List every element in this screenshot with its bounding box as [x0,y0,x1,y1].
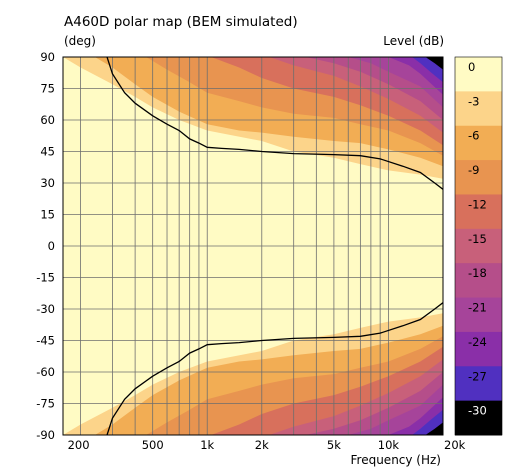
colorbar-swatch [455,160,502,195]
y-tick-label: -75 [36,397,55,411]
colorbar-swatch [455,194,502,230]
y-tick-label: -90 [36,428,55,442]
colorbar-swatch [455,228,502,264]
heatmap-band-top-30db [425,57,443,70]
colorbar-swatch [455,331,502,367]
colorbar-label: 0 [468,60,475,74]
y-tick-label: 60 [40,113,55,127]
x-tick-label: 10k [378,438,400,452]
x-axis-label: Frequency (Hz) [351,453,442,467]
x-tick-label: 2k [255,438,269,452]
y-tick-label: 90 [40,50,55,64]
y-axis-label: (deg) [64,34,96,48]
x-tick-label: 200 [68,438,90,452]
colorbar-label: -6 [468,129,479,143]
colorbar-label: -12 [468,197,487,211]
y-tick-label: 75 [40,82,55,96]
colorbar-title: Level (dB) [383,34,444,48]
colorbar-swatch [455,400,502,436]
y-tick-label: 30 [40,176,55,190]
colorbar-frame [454,56,503,436]
y-tick-label: -60 [36,365,55,379]
colorbar-swatch [455,297,502,333]
y-tick-label: -30 [36,302,55,316]
y-tick-label: 15 [40,208,55,222]
x-tick-label: 5k [327,438,341,452]
colorbar-label: -3 [468,94,479,108]
y-tick-label: -45 [36,334,55,348]
colorbar-swatch [455,57,502,92]
plot-frame [62,56,444,436]
colorbar-swatch [455,125,502,161]
colorbar-label: -21 [468,301,487,315]
colorbar-swatch [455,263,502,299]
contour-line-bottom [106,302,443,435]
colorbar-swatch [455,91,502,127]
colorbar-label: -15 [468,232,487,246]
colorbar-label: -30 [468,404,487,418]
colorbar-label: -24 [468,335,487,349]
y-tick-label: -15 [36,271,55,285]
heatmap-band-bottom-30db [425,422,443,435]
x-tick-label: 1k [200,438,214,452]
y-tick-label: 45 [40,145,55,159]
x-tick-label: 20k [444,438,466,452]
colorbar-label: -18 [468,266,487,280]
colorbar-swatch [455,366,502,402]
colorbar-label: -27 [468,369,487,383]
contour-line-top [106,57,443,190]
x-tick-label: 500 [142,438,164,452]
y-tick-label: 0 [48,239,55,253]
chart-title: A460D polar map (BEM simulated) [64,14,298,30]
colorbar-label: -9 [468,163,479,177]
